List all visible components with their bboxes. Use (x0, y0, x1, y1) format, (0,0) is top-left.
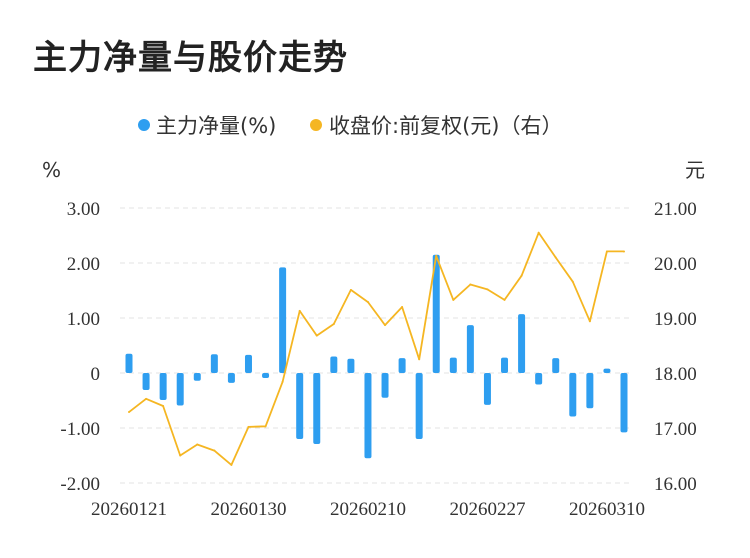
close-price-point (128, 411, 130, 414)
close-price-point (230, 463, 233, 466)
right-axis-tick-label: 19.00 (654, 309, 697, 330)
net-volume-bar[interactable] (227, 373, 235, 383)
close-price-point (503, 298, 506, 301)
close-price-point (247, 425, 250, 428)
left-axis-tick-label: -1.00 (60, 419, 100, 440)
close-price-point (401, 306, 404, 308)
close-price-point (605, 250, 608, 253)
x-axis-tick-label: 20260130 (210, 499, 286, 520)
close-price-point (571, 280, 574, 283)
x-axis-tick-label: 20260310 (569, 499, 645, 520)
net-volume-bar[interactable] (244, 354, 252, 373)
net-volume-bar[interactable] (483, 373, 491, 405)
close-price-point (469, 283, 472, 286)
x-axis-tick-label: 20260227 (449, 499, 525, 520)
close-price-point (554, 256, 557, 259)
right-axis-tick-label: 17.00 (654, 419, 697, 440)
close-price-point (520, 274, 523, 277)
net-volume-bar[interactable] (449, 357, 457, 373)
close-price-point (452, 298, 455, 301)
net-volume-bar[interactable] (381, 373, 389, 398)
close-price-point (264, 425, 267, 428)
net-volume-bar[interactable] (330, 356, 338, 374)
close-price-point (384, 324, 387, 327)
net-volume-bar[interactable] (501, 357, 509, 373)
close-price-point (332, 323, 335, 326)
close-price-point (537, 231, 540, 234)
net-volume-bar[interactable] (176, 373, 184, 406)
net-volume-bar[interactable] (466, 325, 474, 373)
legend-label-net-volume[interactable]: 主力净量(%) (156, 114, 276, 138)
close-price-point (349, 288, 352, 291)
close-price-point (281, 380, 284, 383)
net-volume-bar[interactable] (518, 314, 526, 373)
net-volume-bar[interactable] (432, 254, 440, 373)
right-axis-tick-label: 18.00 (654, 364, 697, 385)
net-volume-bar[interactable] (159, 373, 167, 400)
close-price-point (435, 254, 438, 257)
close-price-point (298, 309, 301, 312)
left-axis-tick-label: -2.00 (60, 474, 100, 495)
close-price-point (315, 334, 318, 337)
close-price-point (162, 405, 165, 407)
net-volume-bar[interactable] (398, 358, 406, 373)
close-price-point (145, 397, 148, 400)
net-volume-bar[interactable] (535, 373, 543, 385)
close-price-point (366, 301, 369, 304)
left-axis-tick-label: 3.00 (67, 199, 100, 220)
close-price-point (196, 443, 199, 446)
close-price-line[interactable] (128, 231, 624, 466)
net-volume-bar[interactable] (313, 373, 321, 444)
net-volume-bar[interactable] (262, 373, 270, 378)
legend-label-close-price[interactable]: 收盘价:前复权(元)（右） (329, 114, 562, 138)
x-axis-tick-label: 20260121 (91, 499, 167, 520)
right-axis-tick-label: 16.00 (654, 474, 697, 495)
net-volume-bar[interactable] (279, 267, 287, 373)
x-axis-tick-label: 20260210 (330, 499, 406, 520)
net-volume-bar[interactable] (603, 368, 611, 373)
left-axis-tick-label: 2.00 (67, 254, 100, 275)
net-volume-bar[interactable] (210, 354, 218, 373)
close-price-point (623, 250, 625, 253)
left-axis-tick-label: 0 (91, 364, 101, 385)
net-volume-bar[interactable] (364, 373, 372, 459)
close-price-point (213, 449, 216, 452)
net-volume-bar[interactable] (125, 353, 133, 373)
right-axis-unit: 元 (685, 158, 705, 182)
net-volume-bar[interactable] (142, 373, 150, 391)
net-volume-bar[interactable] (586, 373, 594, 409)
chart-title: 主力净量与股价走势 (33, 38, 348, 78)
net-volume-bar[interactable] (296, 373, 304, 439)
net-volume-bar[interactable] (569, 373, 577, 417)
close-price-point (179, 454, 182, 457)
legend-marker-close-price (310, 119, 322, 131)
right-axis-tick-label: 20.00 (654, 254, 697, 275)
right-axis-tick-label: 21.00 (654, 199, 697, 220)
close-price-point (418, 358, 421, 361)
legend-marker-net-volume (138, 119, 150, 131)
net-volume-bar[interactable] (552, 358, 560, 373)
left-axis-unit: % (42, 158, 61, 182)
net-volume-bar[interactable] (415, 373, 423, 439)
net-volume-bar[interactable] (193, 373, 201, 381)
net-volume-bar[interactable] (620, 373, 628, 433)
left-axis-tick-label: 1.00 (67, 309, 100, 330)
close-price-point (486, 288, 489, 291)
close-price-point (588, 320, 591, 323)
net-volume-bar[interactable] (347, 358, 355, 373)
